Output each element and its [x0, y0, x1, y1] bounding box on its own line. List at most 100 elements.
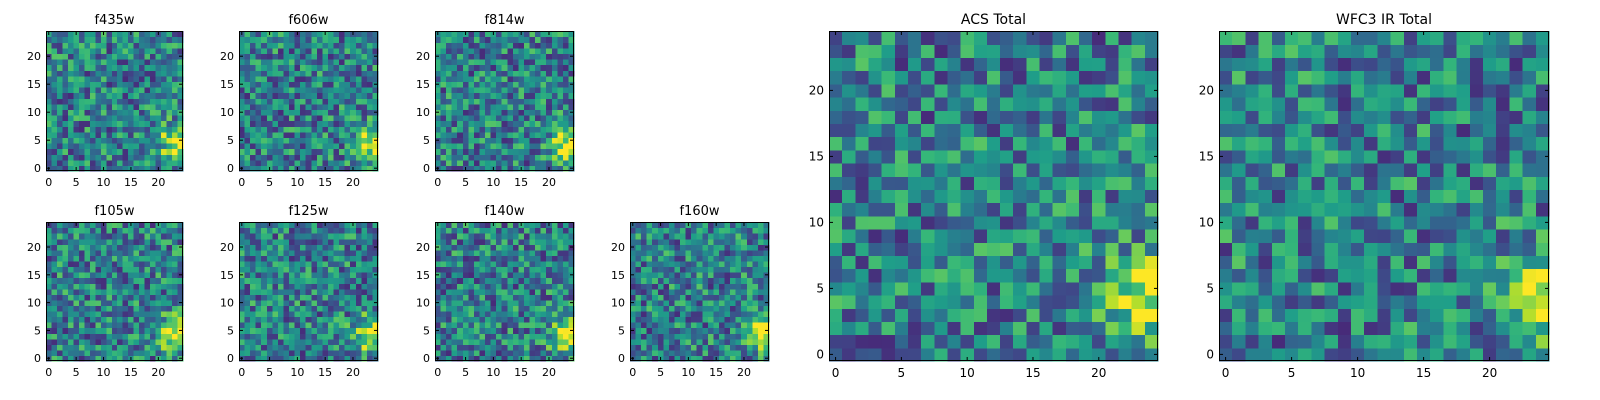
y-tick-label: 20	[220, 241, 234, 254]
heatmap-cell	[139, 59, 146, 66]
heatmap-cell	[685, 294, 692, 301]
heatmap-cell	[361, 159, 368, 166]
heatmap-cell	[67, 109, 74, 116]
heatmap-cell	[56, 42, 64, 49]
heatmap-cell	[255, 238, 262, 245]
heatmap-cell	[46, 126, 53, 133]
heatmap-cell	[56, 249, 64, 256]
heatmap-cell	[960, 268, 975, 283]
heatmap-cell	[78, 249, 85, 256]
heatmap-cell	[763, 249, 770, 256]
heatmap-cell	[117, 165, 124, 172]
heatmap-cell	[518, 255, 525, 262]
y-tick-label: 0	[423, 352, 430, 365]
heatmap-cell	[1079, 202, 1093, 217]
heatmap-cell	[361, 115, 368, 122]
heatmap-cell	[713, 310, 720, 318]
heatmap-cell	[339, 344, 346, 351]
heatmap-cell	[713, 299, 720, 306]
heatmap-cell	[283, 59, 290, 66]
heatmap-cell	[462, 148, 469, 155]
heatmap-cell	[344, 327, 351, 334]
heatmap-cell	[691, 244, 698, 251]
heatmap-cell	[485, 277, 492, 284]
heatmap-cell	[95, 81, 102, 88]
heatmap-cell	[166, 233, 173, 240]
heatmap-cell	[78, 92, 85, 99]
heatmap-cell	[95, 244, 102, 251]
heatmap-cell	[294, 115, 301, 122]
heatmap-cell	[752, 244, 759, 251]
heatmap-cell	[372, 98, 379, 105]
heatmap-cell	[485, 98, 492, 105]
heatmap-cell	[355, 255, 362, 262]
heatmap-cell	[1105, 202, 1120, 217]
heatmap-cell	[133, 53, 140, 60]
heatmap-cell	[73, 327, 80, 334]
heatmap-cell	[366, 87, 374, 94]
heatmap-cell	[289, 316, 296, 323]
x-tick-label: 5	[266, 176, 273, 189]
heatmap-cell	[84, 87, 91, 94]
heatmap-cell	[501, 294, 508, 301]
heatmap-cell	[166, 249, 173, 256]
heatmap-cell	[960, 281, 975, 296]
heatmap-cell	[239, 238, 246, 245]
heatmap-cell	[557, 165, 564, 172]
heatmap-cell	[757, 349, 765, 357]
heatmap-cell	[523, 277, 531, 284]
heatmap-cell	[62, 255, 69, 262]
heatmap-cell	[283, 333, 290, 340]
heatmap-cell	[562, 137, 570, 144]
heatmap-cell	[177, 238, 184, 245]
heatmap-cell	[261, 92, 268, 99]
heatmap-cell	[557, 59, 564, 66]
heatmap-cell	[300, 126, 307, 133]
heatmap-cell	[881, 189, 896, 204]
heatmap-cell	[540, 222, 547, 229]
heatmap-cell	[707, 238, 714, 245]
heatmap-cell	[752, 238, 759, 245]
heatmap-cell	[730, 255, 737, 262]
heatmap-cell	[244, 53, 251, 60]
heatmap-cell	[133, 349, 140, 357]
heatmap-cell	[557, 244, 564, 251]
heatmap-cell	[512, 344, 519, 351]
heatmap-cell	[490, 53, 497, 60]
heatmap-cell	[551, 154, 558, 161]
heatmap-cell	[842, 176, 856, 190]
heatmap-cell	[546, 42, 553, 49]
heatmap-cell	[663, 355, 670, 362]
heatmap-cell	[440, 81, 447, 88]
heatmap-cell	[473, 36, 481, 43]
heatmap-cell	[960, 189, 975, 204]
heatmap-cell	[89, 120, 96, 127]
heatmap-cell	[894, 189, 909, 204]
heatmap-cell	[507, 143, 514, 150]
heatmap-cell	[724, 355, 731, 362]
heatmap-cell	[350, 277, 357, 284]
heatmap-cell	[327, 64, 335, 71]
heatmap-cell	[1026, 215, 1041, 230]
heatmap-cell	[741, 238, 748, 245]
heatmap-cell	[746, 338, 753, 345]
heatmap-cell	[446, 338, 453, 345]
heatmap-cell	[316, 64, 323, 71]
heatmap-cell	[1013, 281, 1027, 296]
heatmap-cell	[272, 333, 279, 340]
heatmap-cell	[322, 255, 329, 262]
heatmap-cell	[479, 165, 486, 172]
heatmap-cell	[172, 344, 179, 351]
heatmap-cell	[529, 299, 536, 306]
heatmap-cell	[523, 103, 531, 110]
heatmap-cell	[713, 333, 720, 340]
heatmap-cell	[255, 92, 262, 99]
x-tick-label: 20	[737, 366, 751, 379]
heatmap-cell	[322, 115, 329, 122]
heatmap-cell	[161, 42, 168, 49]
heatmap-cell	[250, 260, 257, 268]
heatmap-cell	[333, 70, 340, 77]
heatmap-cell	[161, 53, 168, 60]
heatmap-cell	[457, 255, 464, 262]
heatmap-cell	[239, 305, 246, 312]
